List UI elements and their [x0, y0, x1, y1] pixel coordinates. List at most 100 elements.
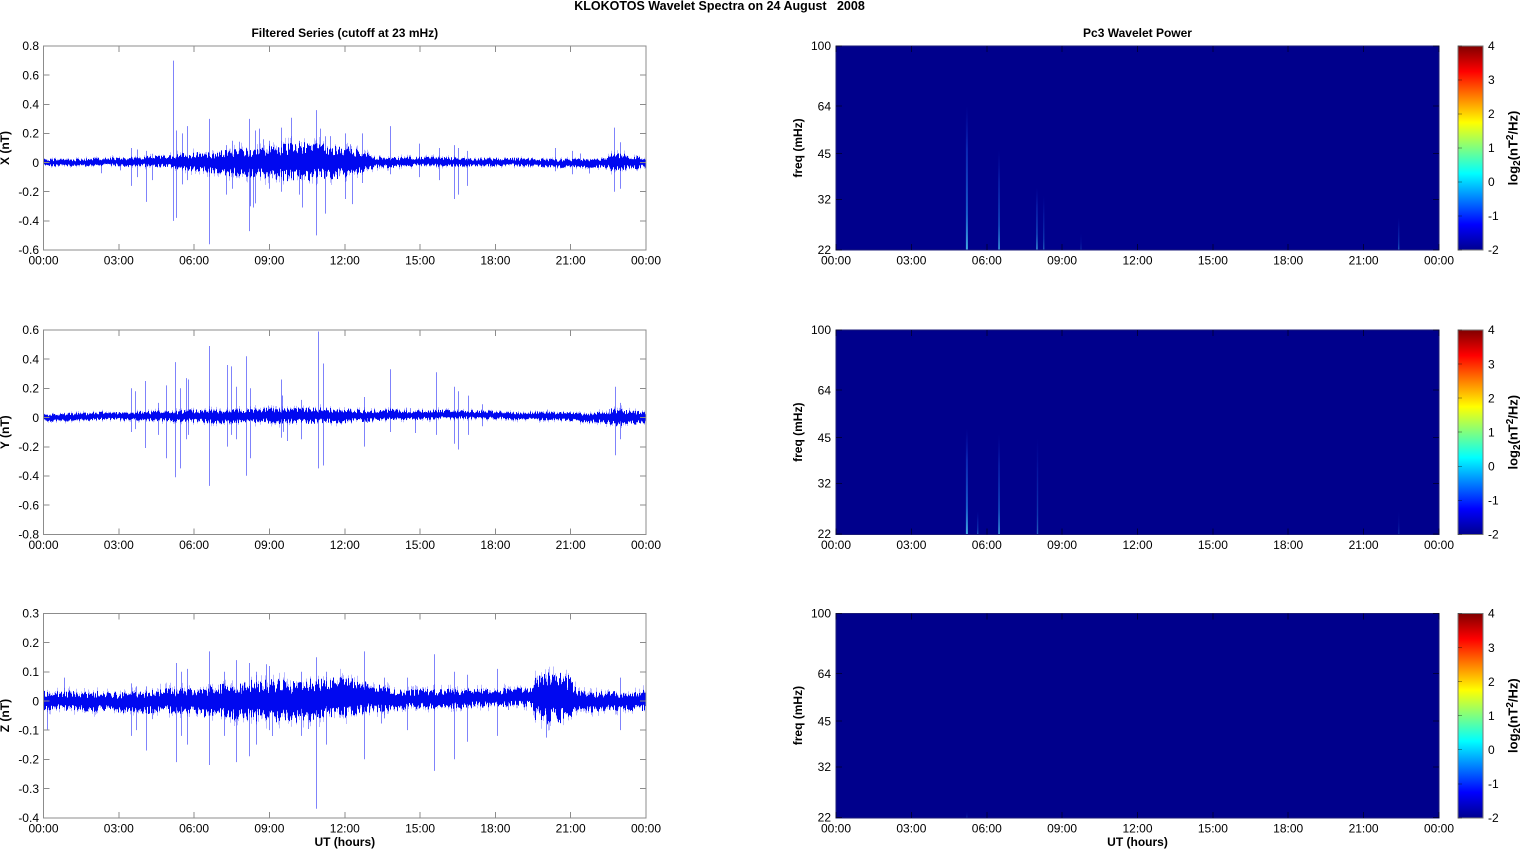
svg-text:21:00: 21:00 [556, 538, 586, 552]
svg-text:00:00: 00:00 [631, 254, 661, 268]
svg-text:00:00: 00:00 [28, 254, 58, 268]
svg-text:64: 64 [818, 99, 832, 113]
svg-text:06:00: 06:00 [972, 821, 1002, 835]
svg-text:4: 4 [1488, 607, 1495, 621]
svg-text:-1: -1 [1488, 777, 1499, 791]
svg-text:0: 0 [1488, 460, 1495, 474]
svg-text:45: 45 [818, 714, 832, 728]
svg-text:0.2: 0.2 [22, 382, 39, 396]
svg-text:log2(nT2/Hz): log2(nT2/Hz) [1505, 678, 1523, 753]
svg-text:22: 22 [818, 243, 832, 257]
svg-text:00:00: 00:00 [821, 821, 851, 835]
svg-text:12:00: 12:00 [330, 821, 360, 835]
svg-text:3: 3 [1488, 641, 1495, 655]
svg-text:0.6: 0.6 [22, 323, 39, 337]
svg-text:2: 2 [1488, 107, 1495, 121]
svg-text:0: 0 [1488, 175, 1495, 189]
svg-text:21:00: 21:00 [1349, 821, 1379, 835]
svg-text:03:00: 03:00 [104, 821, 134, 835]
svg-text:18:00: 18:00 [1273, 821, 1303, 835]
svg-text:32: 32 [818, 760, 832, 774]
svg-text:-1: -1 [1488, 494, 1499, 508]
svg-text:-0.8: -0.8 [18, 528, 39, 542]
svg-text:18:00: 18:00 [1273, 538, 1303, 552]
svg-text:freq (mHz): freq (mHz) [791, 403, 805, 462]
svg-text:00:00: 00:00 [821, 538, 851, 552]
svg-text:12:00: 12:00 [1122, 538, 1152, 552]
svg-text:X (nT): X (nT) [0, 131, 12, 165]
svg-text:18:00: 18:00 [1273, 254, 1303, 268]
svg-text:-0.2: -0.2 [18, 753, 39, 767]
svg-text:3: 3 [1488, 73, 1495, 87]
svg-text:-2: -2 [1488, 243, 1499, 257]
svg-text:00:00: 00:00 [821, 254, 851, 268]
svg-text:15:00: 15:00 [405, 254, 435, 268]
svg-text:09:00: 09:00 [1047, 821, 1077, 835]
svg-text:0.2: 0.2 [22, 636, 39, 650]
svg-text:-0.6: -0.6 [18, 243, 39, 257]
svg-text:Filtered Series (cutoff at 23: Filtered Series (cutoff at 23 mHz) [251, 26, 438, 40]
svg-text:45: 45 [818, 147, 832, 161]
svg-text:03:00: 03:00 [896, 254, 926, 268]
svg-text:06:00: 06:00 [179, 254, 209, 268]
svg-text:09:00: 09:00 [254, 254, 284, 268]
svg-text:0.8: 0.8 [22, 39, 39, 53]
svg-text:0.2: 0.2 [22, 127, 39, 141]
svg-text:-0.3: -0.3 [18, 782, 39, 796]
svg-text:0.6: 0.6 [22, 68, 39, 82]
svg-text:64: 64 [818, 667, 832, 681]
svg-text:0.4: 0.4 [22, 98, 39, 112]
svg-text:03:00: 03:00 [104, 254, 134, 268]
svg-text:3: 3 [1488, 357, 1495, 371]
svg-text:18:00: 18:00 [480, 538, 510, 552]
svg-text:00:00: 00:00 [1424, 821, 1454, 835]
svg-text:12:00: 12:00 [1122, 821, 1152, 835]
svg-text:1: 1 [1488, 425, 1495, 439]
svg-text:15:00: 15:00 [1198, 821, 1228, 835]
svg-text:09:00: 09:00 [1047, 538, 1077, 552]
svg-text:-0.2: -0.2 [18, 440, 39, 454]
svg-text:03:00: 03:00 [104, 538, 134, 552]
svg-text:-1: -1 [1488, 209, 1499, 223]
svg-text:15:00: 15:00 [405, 538, 435, 552]
svg-text:00:00: 00:00 [28, 821, 58, 835]
svg-text:UT (hours): UT (hours) [314, 835, 375, 849]
svg-text:4: 4 [1488, 323, 1495, 337]
svg-text:00:00: 00:00 [631, 821, 661, 835]
svg-text:09:00: 09:00 [254, 538, 284, 552]
svg-text:21:00: 21:00 [1349, 254, 1379, 268]
svg-text:22: 22 [818, 811, 832, 825]
svg-text:06:00: 06:00 [972, 538, 1002, 552]
svg-text:Pc3 Wavelet Power: Pc3 Wavelet Power [1083, 26, 1192, 40]
svg-text:100: 100 [811, 607, 831, 621]
svg-text:21:00: 21:00 [556, 254, 586, 268]
svg-text:1: 1 [1488, 709, 1495, 723]
svg-text:06:00: 06:00 [179, 821, 209, 835]
svg-text:64: 64 [818, 383, 832, 397]
svg-text:32: 32 [818, 477, 832, 491]
svg-text:00:00: 00:00 [631, 538, 661, 552]
svg-text:Y (nT): Y (nT) [0, 415, 12, 449]
svg-text:2: 2 [1488, 675, 1495, 689]
svg-text:0.1: 0.1 [22, 665, 39, 679]
svg-text:21:00: 21:00 [1349, 538, 1379, 552]
svg-text:log2(nT2/Hz): log2(nT2/Hz) [1505, 395, 1523, 470]
svg-text:09:00: 09:00 [254, 821, 284, 835]
svg-text:03:00: 03:00 [896, 538, 926, 552]
svg-text:UT (hours): UT (hours) [1107, 835, 1168, 849]
svg-text:00:00: 00:00 [1424, 538, 1454, 552]
svg-text:-2: -2 [1488, 811, 1499, 825]
svg-text:-0.4: -0.4 [18, 469, 39, 483]
svg-text:15:00: 15:00 [405, 821, 435, 835]
svg-text:100: 100 [811, 323, 831, 337]
svg-text:03:00: 03:00 [896, 821, 926, 835]
svg-text:09:00: 09:00 [1047, 254, 1077, 268]
svg-text:0: 0 [1488, 743, 1495, 757]
svg-text:freq (mHz): freq (mHz) [791, 686, 805, 745]
svg-text:-0.2: -0.2 [18, 185, 39, 199]
svg-text:0.4: 0.4 [22, 352, 39, 366]
svg-text:-2: -2 [1488, 528, 1499, 542]
svg-text:18:00: 18:00 [480, 254, 510, 268]
svg-text:-0.4: -0.4 [18, 214, 39, 228]
svg-text:45: 45 [818, 431, 832, 445]
